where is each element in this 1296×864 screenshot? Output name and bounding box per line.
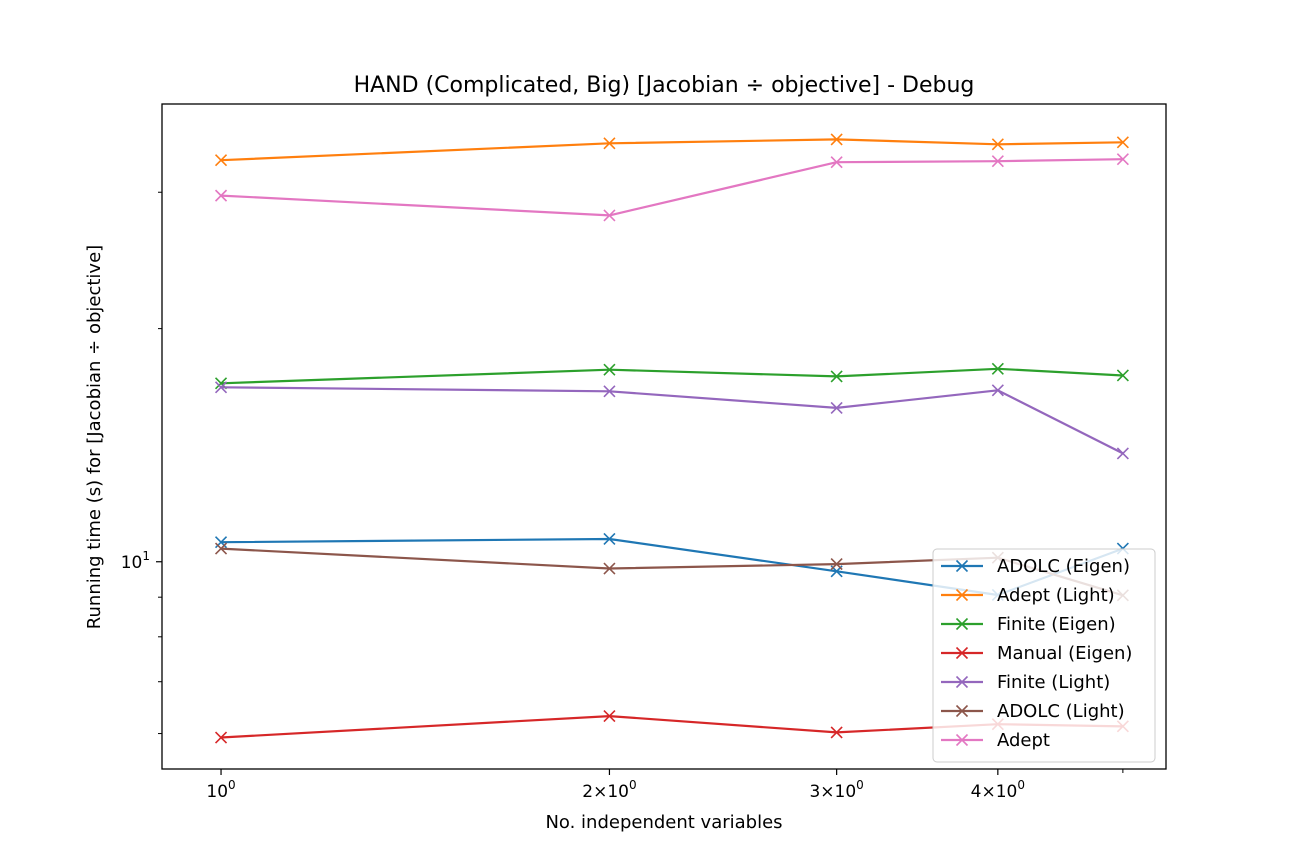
series-6 xyxy=(214,153,1129,222)
data-point xyxy=(830,133,843,146)
data-point xyxy=(603,363,616,376)
legend-item: Adept xyxy=(941,730,1050,751)
data-point xyxy=(214,189,228,202)
x-tick-label: 4×100 xyxy=(971,778,1025,802)
data-point xyxy=(1116,369,1129,382)
series-line xyxy=(220,158,1123,217)
plot-frame xyxy=(161,103,1167,770)
data-point xyxy=(830,401,843,414)
data-point xyxy=(603,385,616,398)
legend-label: ADOLC (Light) xyxy=(997,701,1125,722)
legend-marker xyxy=(955,559,969,573)
x-tick-label: 2×100 xyxy=(582,778,636,802)
data-point xyxy=(603,710,616,723)
x-tick-label: 3×100 xyxy=(809,778,863,802)
legend-label: Adept xyxy=(997,730,1050,751)
data-point xyxy=(830,558,843,571)
legend: ADOLC (Eigen) Adept (Light) Finite (Eigen)… xyxy=(932,548,1156,763)
legend-item: Finite (Light) xyxy=(941,672,1110,693)
legend-marker xyxy=(955,675,969,689)
data-point xyxy=(603,532,616,546)
legend-marker xyxy=(955,733,969,747)
data-point xyxy=(991,138,1004,151)
data-point xyxy=(214,154,228,167)
data-point xyxy=(830,156,843,169)
legend-marker xyxy=(955,617,969,631)
legend-marker xyxy=(955,588,969,602)
legend-item: Finite (Eigen) xyxy=(941,614,1116,635)
data-point xyxy=(603,209,616,222)
data-point xyxy=(991,155,1004,168)
series-4 xyxy=(214,381,1129,460)
x-axis-label: No. independent variables xyxy=(545,812,782,833)
data-point xyxy=(603,137,616,150)
data-point xyxy=(991,384,1004,397)
legend-item: ADOLC (Light) xyxy=(941,701,1125,722)
legend-label: ADOLC (Eigen) xyxy=(997,556,1130,577)
chart-title: HAND (Complicated, Big) [Jacobian ÷ obje… xyxy=(354,73,975,98)
legend-item: Manual (Eigen) xyxy=(941,643,1132,664)
data-point xyxy=(1116,136,1129,149)
legend-marker xyxy=(955,704,969,718)
data-point xyxy=(603,562,616,575)
data-point xyxy=(214,381,228,394)
x-tick-label: 100 xyxy=(206,778,235,802)
series-2 xyxy=(214,362,1129,390)
data-point xyxy=(991,362,1004,375)
series-line xyxy=(220,386,1124,455)
y-axis-ticks: 101 xyxy=(121,191,162,735)
legend-item: ADOLC (Eigen) xyxy=(941,556,1130,577)
legend-item: Adept (Light) xyxy=(941,585,1115,606)
x-axis-ticks: 100 2×100 3×100 4×100 xyxy=(206,769,1124,802)
y-tick-label: 101 xyxy=(121,549,150,573)
series-line xyxy=(220,138,1123,162)
data-point xyxy=(214,731,228,744)
y-axis-label: Running time (s) for [Jacobian ÷ objecti… xyxy=(84,245,105,629)
legend-label: Manual (Eigen) xyxy=(997,643,1132,664)
series-line xyxy=(220,367,1123,385)
legend-label: Finite (Eigen) xyxy=(997,614,1116,635)
legend-box xyxy=(932,548,1156,763)
plot-marks xyxy=(214,133,1129,744)
data-point xyxy=(830,726,843,739)
series-1 xyxy=(214,133,1129,167)
legend-label: Finite (Light) xyxy=(997,672,1110,693)
data-point xyxy=(1116,447,1129,460)
legend-label: Adept (Light) xyxy=(997,585,1115,606)
data-point xyxy=(214,542,228,555)
data-point xyxy=(1116,153,1129,166)
legend-marker xyxy=(955,646,969,660)
data-point xyxy=(830,370,843,383)
